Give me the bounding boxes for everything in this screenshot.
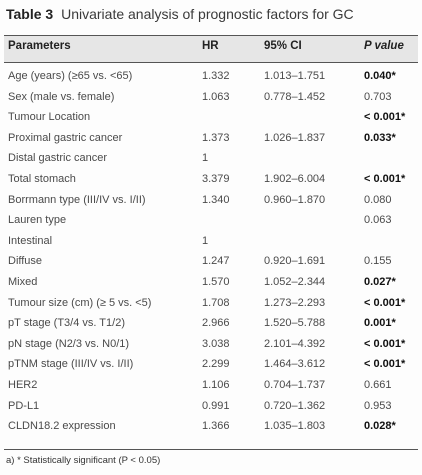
cell-p-value: 0.703 [364, 90, 392, 103]
cell-parameter: Intestinal [8, 234, 53, 247]
cell-parameter: Age (years) (≥65 vs. <65) [8, 70, 133, 82]
table-row: Lauren type 0.063 [0, 210, 422, 231]
cell-ci: 1.273–2.293 [264, 296, 326, 309]
cell-parameter: Sex (male vs. female) [8, 90, 115, 103]
cell-ci: 1.902–6.004 [264, 172, 326, 185]
cell-p-value: 0.033* [364, 131, 396, 144]
table-row: Proximal gastric cancer 1.373 1.026–1.837 0… [0, 128, 422, 149]
cell-p-value: 0.040* [364, 70, 396, 82]
table-caption: Table 3 Univariate analysis of prognosti… [6, 6, 354, 22]
cell-p-value: 0.155 [364, 255, 392, 268]
cell-ci: 1.013–1.751 [264, 70, 326, 82]
cell-ci: 0.920–1.691 [264, 255, 326, 268]
cell-parameter: PD-L1 [8, 399, 40, 412]
cell-p-value: < 0.001* [364, 172, 406, 185]
cell-ci: 2.101–4.392 [264, 337, 326, 350]
cell-ci: 0.704–1.737 [264, 378, 326, 391]
cell-p-value: 0.001* [364, 317, 396, 330]
cell-p-value: < 0.001* [364, 337, 406, 350]
table-title: Univariate analysis of prognostic factor… [61, 6, 354, 22]
cell-hr: 1.366 [202, 420, 230, 433]
table-row: Tumour size (cm) (≥ 5 vs. <5) 1.708 1.273–… [0, 293, 422, 314]
cell-parameter: HER2 [8, 378, 38, 391]
table-label: Table 3 [6, 6, 54, 22]
cell-ci: 1.026–1.837 [264, 131, 326, 144]
table-bottom-rule [4, 449, 418, 450]
table-body: Age (years) (≥65 vs. <65) 1.332 1.013–1.75… [0, 66, 422, 437]
cell-p-value: 0.063 [364, 214, 392, 227]
cell-parameter: Borrmann type (III/IV vs. I/II) [8, 193, 146, 206]
table-row: pTNM stage (III/IV vs. I/II) 2.299 1.464–3… [0, 354, 422, 375]
cell-parameter: Total stomach [8, 172, 76, 185]
table-row: Diffuse 1.247 0.920–1.691 0.155 [0, 251, 422, 272]
cell-ci: 1.464–3.612 [264, 358, 326, 371]
cell-hr: 1 [202, 234, 209, 247]
header-parameters: Parameters [8, 40, 71, 52]
cell-parameter: Lauren type [8, 214, 67, 227]
table-row: pN stage (N2/3 vs. N0/1) 3.038 2.101–4.392… [0, 334, 422, 355]
cell-p-value: < 0.001* [364, 111, 406, 124]
cell-hr: 2.299 [202, 358, 230, 371]
table-row: Age (years) (≥65 vs. <65) 1.332 1.013–1.75… [0, 66, 422, 87]
table-row: pT stage (T3/4 vs. T1/2) 2.966 1.520–5.788… [0, 313, 422, 334]
cell-p-value: 0.027* [364, 275, 396, 288]
cell-ci: 1.035–1.803 [264, 420, 326, 433]
cell-parameter: pT stage (T3/4 vs. T1/2) [8, 317, 125, 330]
table-row: Sex (male vs. female) 1.063 0.778–1.452 0.7… [0, 87, 422, 108]
cell-p-value: 0.080 [364, 193, 392, 206]
table-row: Tumour Location < 0.001* [0, 107, 422, 128]
cell-parameter: pN stage (N2/3 vs. N0/1) [8, 337, 130, 350]
cell-p-value: 0.028* [364, 420, 396, 433]
cell-p-value: < 0.001* [364, 358, 406, 371]
cell-ci: 0.960–1.870 [264, 193, 326, 206]
header-ci: 95% CI [264, 40, 302, 52]
cell-hr: 2.966 [202, 317, 230, 330]
cell-hr: 3.038 [202, 337, 230, 350]
cell-ci: 0.778–1.452 [264, 90, 326, 103]
cell-parameter: CLDN18.2 expression [8, 420, 116, 433]
cell-hr: 1.063 [202, 90, 230, 103]
cell-ci: 0.720–1.362 [264, 399, 326, 412]
cell-parameter: Tumour Location [8, 111, 91, 124]
cell-parameter: Diffuse [8, 255, 43, 268]
cell-parameter: Tumour size (cm) (≥ 5 vs. <5) [8, 296, 152, 309]
cell-parameter: Proximal gastric cancer [8, 131, 123, 144]
cell-p-value: 0.953 [364, 399, 392, 412]
cell-p-value: < 0.001* [364, 296, 406, 309]
table-row: Mixed 1.570 1.052–2.344 0.027* [0, 272, 422, 293]
cell-hr: 1.332 [202, 70, 230, 82]
table-row: CLDN18.2 expression 1.366 1.035–1.803 0.028… [0, 416, 422, 437]
header-hr: HR [202, 40, 219, 52]
cell-hr: 1.708 [202, 296, 230, 309]
cell-parameter: Distal gastric cancer [8, 152, 108, 165]
cell-hr: 1.570 [202, 275, 230, 288]
cell-hr: 1.373 [202, 131, 230, 144]
table-footnote: a) * Statistically significant (P < 0.05… [6, 455, 161, 466]
cell-hr: 0.991 [202, 399, 230, 412]
cell-p-value: 0.661 [364, 378, 392, 391]
cell-parameter: Mixed [8, 275, 38, 288]
table-header-band [4, 35, 418, 63]
table-row: Intestinal 1 [0, 231, 422, 252]
table-row: PD-L1 0.991 0.720–1.362 0.953 [0, 396, 422, 417]
cell-hr: 3.379 [202, 172, 230, 185]
table-row: HER2 1.106 0.704–1.737 0.661 [0, 375, 422, 396]
cell-hr: 1 [202, 152, 209, 165]
table-row: Distal gastric cancer 1 [0, 148, 422, 169]
header-p-value: P value [364, 40, 404, 52]
table-row: Borrmann type (III/IV vs. I/II) 1.340 0.96… [0, 190, 422, 211]
cell-parameter: pTNM stage (III/IV vs. I/II) [8, 358, 134, 371]
cell-hr: 1.247 [202, 255, 230, 268]
cell-ci: 1.520–5.788 [264, 317, 326, 330]
cell-ci: 1.052–2.344 [264, 275, 326, 288]
cell-hr: 1.106 [202, 378, 230, 391]
cell-hr: 1.340 [202, 193, 230, 206]
table-row: Total stomach 3.379 1.902–6.004 < 0.001* [0, 169, 422, 190]
